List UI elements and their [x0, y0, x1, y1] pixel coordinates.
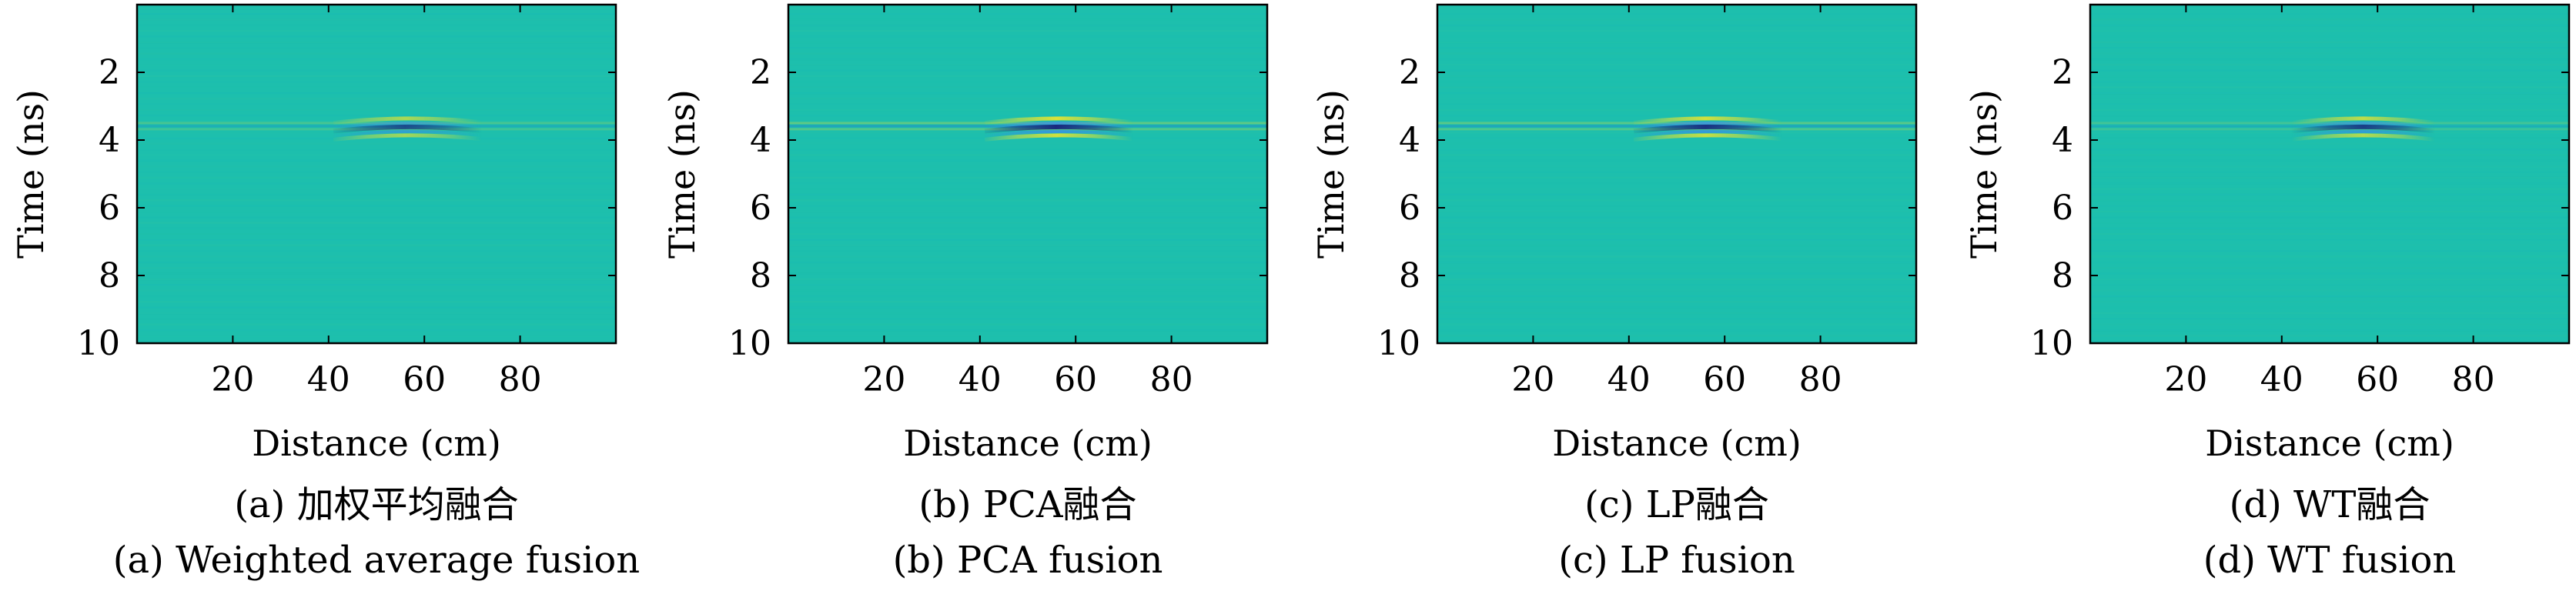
hyperbola-reflection	[1633, 116, 1788, 142]
y-tick-label: 4	[99, 121, 120, 160]
background-texture	[137, 7, 616, 342]
x-tick-label: 20	[1511, 360, 1554, 399]
y-tick-label: 6	[1399, 189, 1420, 228]
background-texture	[1437, 7, 1916, 342]
y-tick-label: 4	[1399, 121, 1420, 160]
y-tick-label: 10	[2030, 324, 2073, 363]
x-tick-label: 60	[2356, 360, 2399, 399]
x-tick-label: 40	[1607, 360, 1651, 399]
hyperbola-reflection	[2290, 116, 2436, 142]
plot-area	[1437, 5, 1916, 343]
y-tick-label: 2	[99, 53, 120, 92]
y-axis-label: Time (ns)	[1310, 89, 1352, 259]
x-axis-label: Distance (cm)	[252, 422, 501, 464]
y-tick-label: 10	[728, 324, 771, 363]
y-tick-label: 10	[77, 324, 120, 363]
caption-english: (c) LP fusion	[1558, 539, 1795, 582]
y-tick-label: 8	[99, 256, 120, 296]
x-tick-label: 60	[403, 360, 446, 399]
panel-0: 20 40 60 80 2 4 6 8 10 Distance (cm) Time (ns) (a) …	[10, 3, 640, 582]
caption-chinese: (d) WT融合	[2230, 483, 2430, 526]
panel-2: 20 40 60 80 2 4 6 8 10 Distance (cm) Time (ns) (c) …	[1310, 3, 1918, 582]
caption-english: (d) WT fusion	[2203, 539, 2457, 582]
plot-area	[788, 5, 1267, 343]
y-tick-label: 6	[750, 189, 771, 228]
y-tick-label: 8	[750, 256, 771, 296]
y-tick-label: 8	[1399, 256, 1420, 296]
caption-english: (b) PCA fusion	[893, 539, 1163, 582]
x-tick-label: 40	[307, 360, 350, 399]
x-axis-label: Distance (cm)	[1552, 422, 1802, 464]
plot-area	[2090, 5, 2569, 343]
x-tick-label: 40	[958, 360, 1002, 399]
x-tick-label: 20	[2164, 360, 2207, 399]
x-tick-label: 60	[1054, 360, 1097, 399]
y-axis-label: Time (ns)	[661, 89, 703, 259]
x-tick-label: 80	[499, 360, 542, 399]
x-tick-label: 80	[1799, 360, 1842, 399]
axes-frame	[135, 3, 617, 345]
x-axis-label: Distance (cm)	[2205, 422, 2454, 464]
y-tick-label: 10	[1377, 324, 1420, 363]
axes-frame	[1436, 3, 1918, 345]
background-texture	[788, 7, 1267, 342]
y-axis-label: Time (ns)	[1963, 89, 2005, 259]
y-tick-label: 2	[750, 53, 771, 92]
y-tick-label: 4	[2052, 121, 2073, 160]
x-tick-label: 80	[1150, 360, 1193, 399]
heatmap-background	[2090, 5, 2569, 343]
caption-chinese: (c) LP融合	[1584, 483, 1769, 526]
x-tick-label: 80	[2452, 360, 2495, 399]
y-tick-label: 6	[2052, 189, 2073, 228]
axes-frame	[787, 3, 1269, 345]
y-axis-label: Time (ns)	[10, 89, 52, 259]
axes-frame	[2089, 3, 2571, 345]
caption-chinese: (a) 加权平均融合	[234, 483, 518, 526]
y-tick-label: 2	[1399, 53, 1420, 92]
caption-english: (a) Weighted average fusion	[113, 539, 640, 582]
y-tick-label: 6	[99, 189, 120, 228]
heatmap-background	[788, 5, 1267, 343]
x-axis-label: Distance (cm)	[903, 422, 1153, 464]
x-tick-label: 60	[1703, 360, 1746, 399]
plot-area	[137, 5, 616, 343]
x-tick-label: 20	[211, 360, 254, 399]
x-tick-label: 20	[862, 360, 905, 399]
hyperbola-reflection	[984, 116, 1139, 142]
background-texture	[2090, 7, 2569, 342]
panel-3: 20 40 60 80 2 4 6 8 10 Distance (cm) Time (ns) (d) …	[1963, 3, 2571, 582]
y-tick-label: 8	[2052, 256, 2073, 296]
heatmap-background	[137, 5, 616, 343]
panel-1: 20 40 60 80 2 4 6 8 10 Distance (cm) Time (ns) (b) …	[661, 3, 1269, 582]
y-tick-label: 2	[2052, 53, 2073, 92]
y-tick-label: 4	[750, 121, 771, 160]
hyperbola-reflection	[333, 116, 487, 142]
heatmap-background	[1437, 5, 1916, 343]
x-tick-label: 40	[2260, 360, 2303, 399]
caption-chinese: (b) PCA融合	[918, 483, 1136, 526]
